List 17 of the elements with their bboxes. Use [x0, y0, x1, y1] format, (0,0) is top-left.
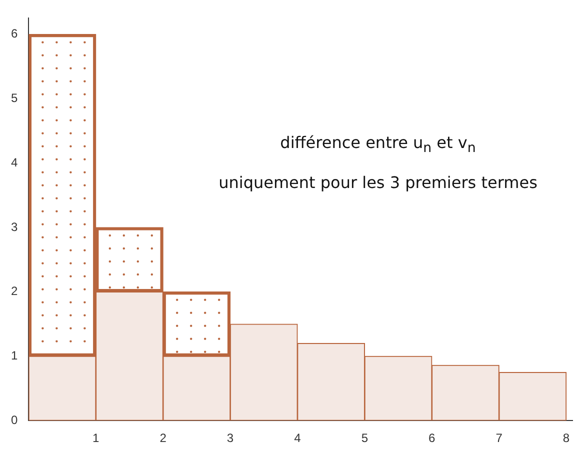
x-tick-label: 3 — [226, 431, 234, 446]
y-tick-label: 1 — [10, 348, 18, 363]
x-tick-label: 2 — [160, 431, 167, 446]
y-tick-label: 5 — [10, 90, 18, 105]
annotation: différence entre u$_{n}$ et v$_{n}$ — [279, 132, 477, 158]
x-tick-label: 8 — [562, 431, 570, 446]
x-tick-label: 7 — [496, 431, 503, 446]
x-tick-label: 1 — [92, 431, 100, 446]
y-tick-label: 4 — [10, 155, 18, 170]
x-tick-label: 4 — [294, 431, 302, 446]
x-tick-label: 5 — [361, 431, 368, 446]
y-tick-label: 6 — [10, 26, 18, 41]
y-tick-label: 0 — [10, 412, 18, 427]
annotation: uniquement pour les 3 premiers termes — [218, 172, 538, 194]
x-tick-label: 6 — [428, 431, 436, 446]
y-tick-label: 2 — [10, 284, 18, 298]
y-tick-label: 3 — [10, 220, 18, 234]
